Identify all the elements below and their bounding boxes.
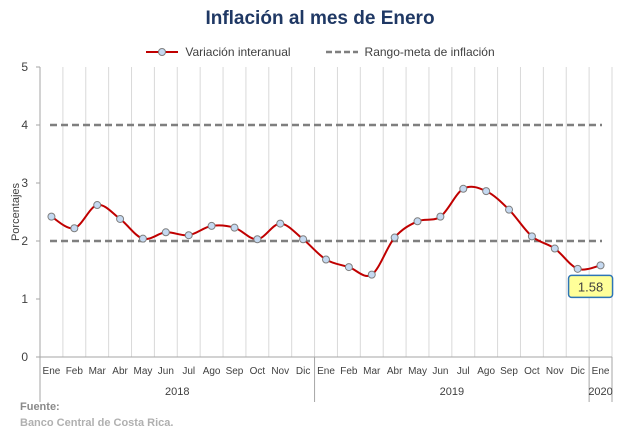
x-tick-label-month: Jun [158, 366, 174, 377]
x-tick-label-month: Dic [296, 366, 310, 377]
x-tick-label-month: Abr [387, 366, 403, 377]
x-tick-label-month: May [134, 366, 153, 377]
x-tick-label-month: Ene [592, 366, 610, 377]
data-point [436, 212, 445, 221]
data-point [93, 201, 102, 210]
data-point [230, 223, 239, 232]
x-tick-label-month: Jul [182, 366, 195, 377]
x-tick-label-year: 2018 [165, 386, 189, 398]
x-tick-label-year: 2020 [588, 386, 612, 398]
x-tick-label-month: Ene [317, 366, 335, 377]
data-point [138, 234, 147, 243]
y-tick-label: 3 [21, 176, 28, 190]
chart-title: Inflación al mes de Enero [205, 8, 435, 29]
x-tick-label-month: Oct [250, 366, 266, 377]
y-tick-label: 4 [21, 118, 28, 132]
data-point [505, 205, 514, 214]
data-point [367, 270, 376, 279]
data-point [459, 184, 468, 193]
x-tick-label-month: Feb [66, 366, 84, 377]
x-tick-label-month: Jul [457, 366, 470, 377]
data-point [390, 233, 399, 242]
legend: Variación interanual Rango-meta de infla… [0, 45, 640, 59]
x-tick-label-month: Dic [570, 366, 584, 377]
data-point [276, 219, 285, 228]
legend-label-interanual: Variación interanual [185, 45, 291, 59]
x-tick-label-month: Nov [546, 366, 564, 377]
data-point [322, 255, 330, 264]
legend-marker-rango [325, 50, 358, 54]
data-point [253, 235, 262, 244]
y-tick-label: 2 [21, 234, 28, 248]
data-point [527, 232, 536, 241]
data-point [184, 231, 193, 240]
footer-source-label: Fuente: [20, 401, 60, 413]
x-tick-label-month: Ago [477, 366, 495, 377]
data-point [116, 214, 125, 223]
data-point [47, 212, 56, 221]
y-axis-label: Porcentajes [10, 182, 22, 241]
x-tick-label-month: Ago [203, 366, 221, 377]
data-label: 1.58 [578, 279, 603, 294]
x-tick-label-month: Mar [89, 366, 107, 377]
legend-item-interanual: Variación interanual [145, 45, 291, 59]
y-tick-label: 5 [21, 60, 28, 74]
data-point [482, 187, 491, 196]
data-point [70, 224, 79, 233]
y-tick-label: 1 [21, 292, 28, 306]
y-tick-label: 0 [21, 350, 28, 364]
data-point [299, 235, 308, 244]
x-tick-label-month: May [408, 366, 427, 377]
data-point [344, 263, 353, 272]
x-tick-label-month: Ene [43, 366, 61, 377]
legend-item-rango: Rango-meta de inflación [325, 45, 495, 59]
x-tick-label-month: Oct [524, 366, 540, 377]
legend-label-rango: Rango-meta de inflación [364, 45, 495, 59]
x-tick-label-year: 2019 [440, 386, 464, 398]
footer-source-text: Banco Central de Costa Rica. [20, 417, 174, 429]
data-point [596, 261, 605, 270]
x-tick-label-month: Sep [500, 366, 518, 377]
data-point [161, 228, 170, 237]
data-label-callout [567, 274, 614, 299]
data-point [413, 217, 422, 226]
x-tick-label-month: Jun [432, 366, 448, 377]
x-tick-label-month: Abr [112, 366, 128, 377]
legend-marker-interanual [146, 48, 179, 56]
x-tick-label-month: Feb [340, 366, 358, 377]
x-tick-label-month: Mar [363, 366, 381, 377]
x-tick-label-month: Sep [226, 366, 244, 377]
data-point [573, 264, 582, 273]
data-point [207, 221, 216, 230]
x-tick-label-month: Nov [271, 366, 289, 377]
data-point [550, 244, 559, 253]
